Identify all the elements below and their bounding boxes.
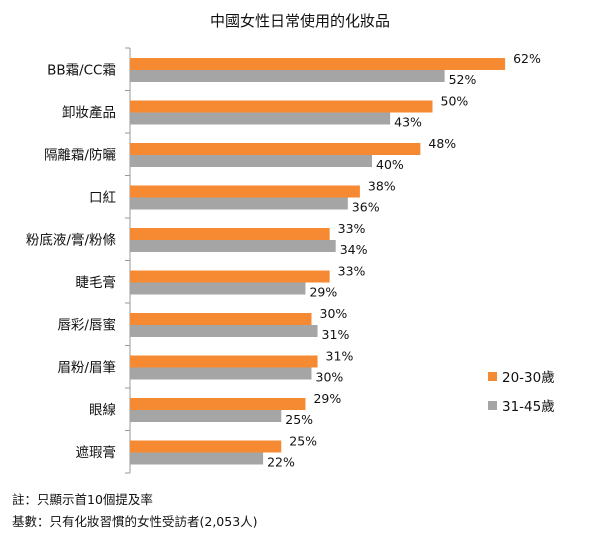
chart-title: 中國女性日常使用的化妝品 <box>209 12 390 30</box>
bar-31-45 <box>130 197 348 210</box>
bar-31-45 <box>130 240 336 252</box>
bar-31-45 <box>130 367 312 380</box>
bar-31-45 <box>130 325 318 337</box>
category-label: BB霜/CC霜 <box>47 62 116 78</box>
data-label: 50% <box>441 94 469 109</box>
data-label: 25% <box>285 412 313 427</box>
data-label: 25% <box>289 434 317 449</box>
data-label: 33% <box>338 221 366 236</box>
bar-31-45 <box>130 410 282 422</box>
bar-20-30 <box>130 143 421 155</box>
category-label: 卸妝產品 <box>62 104 116 121</box>
bar-31-45 <box>130 155 372 167</box>
bar-31-45 <box>130 112 391 125</box>
data-label: 48% <box>428 136 456 151</box>
data-label: 30% <box>320 306 348 321</box>
data-label: 31% <box>322 327 350 342</box>
category-label: 唇彩/唇蜜 <box>57 317 116 333</box>
bar-20-30 <box>130 100 433 113</box>
legend-swatch <box>488 401 497 410</box>
bar-20-30 <box>130 440 282 453</box>
base-note: 基數：只有化妝習慣的女性受訪者(2,053人) <box>12 514 258 529</box>
bar-31-45 <box>130 70 445 82</box>
bar-20-30 <box>130 228 330 240</box>
legend-label: 31-45歲 <box>502 399 555 415</box>
data-label: 22% <box>267 455 295 470</box>
data-label: 52% <box>449 72 477 87</box>
bar-31-45 <box>130 452 264 465</box>
category-label: 口紅 <box>89 190 116 206</box>
category-label: 隔離霜/防曬 <box>44 147 117 163</box>
data-label: 29% <box>309 285 337 300</box>
data-label: 33% <box>338 264 366 279</box>
category-label: 眼線 <box>89 402 116 418</box>
data-label: 34% <box>340 242 368 257</box>
bar-20-30 <box>130 355 318 368</box>
bar-20-30 <box>130 398 306 410</box>
bar-20-30 <box>130 185 360 198</box>
data-label: 36% <box>352 200 380 215</box>
bar-31-45 <box>130 282 306 295</box>
category-label: 眉粉/眉筆 <box>57 360 116 376</box>
category-label: 遮瑕膏 <box>76 444 117 461</box>
data-label: 62% <box>513 51 541 66</box>
data-label: 31% <box>326 349 354 364</box>
data-label: 43% <box>394 115 422 130</box>
data-label: 30% <box>316 370 344 385</box>
bar-20-30 <box>130 58 506 70</box>
category-label: 睫毛膏 <box>76 274 117 291</box>
footnote: 註：只顯示首10個提及率 <box>12 492 153 507</box>
data-label: 38% <box>368 179 396 194</box>
legend-swatch <box>488 372 497 381</box>
legend-label: 20-30歲 <box>502 370 555 386</box>
bar-20-30 <box>130 313 312 325</box>
category-label: 粉底液/膏/粉條 <box>26 231 117 248</box>
data-label: 29% <box>313 391 341 406</box>
bar-20-30 <box>130 270 330 283</box>
data-label: 40% <box>376 157 404 172</box>
